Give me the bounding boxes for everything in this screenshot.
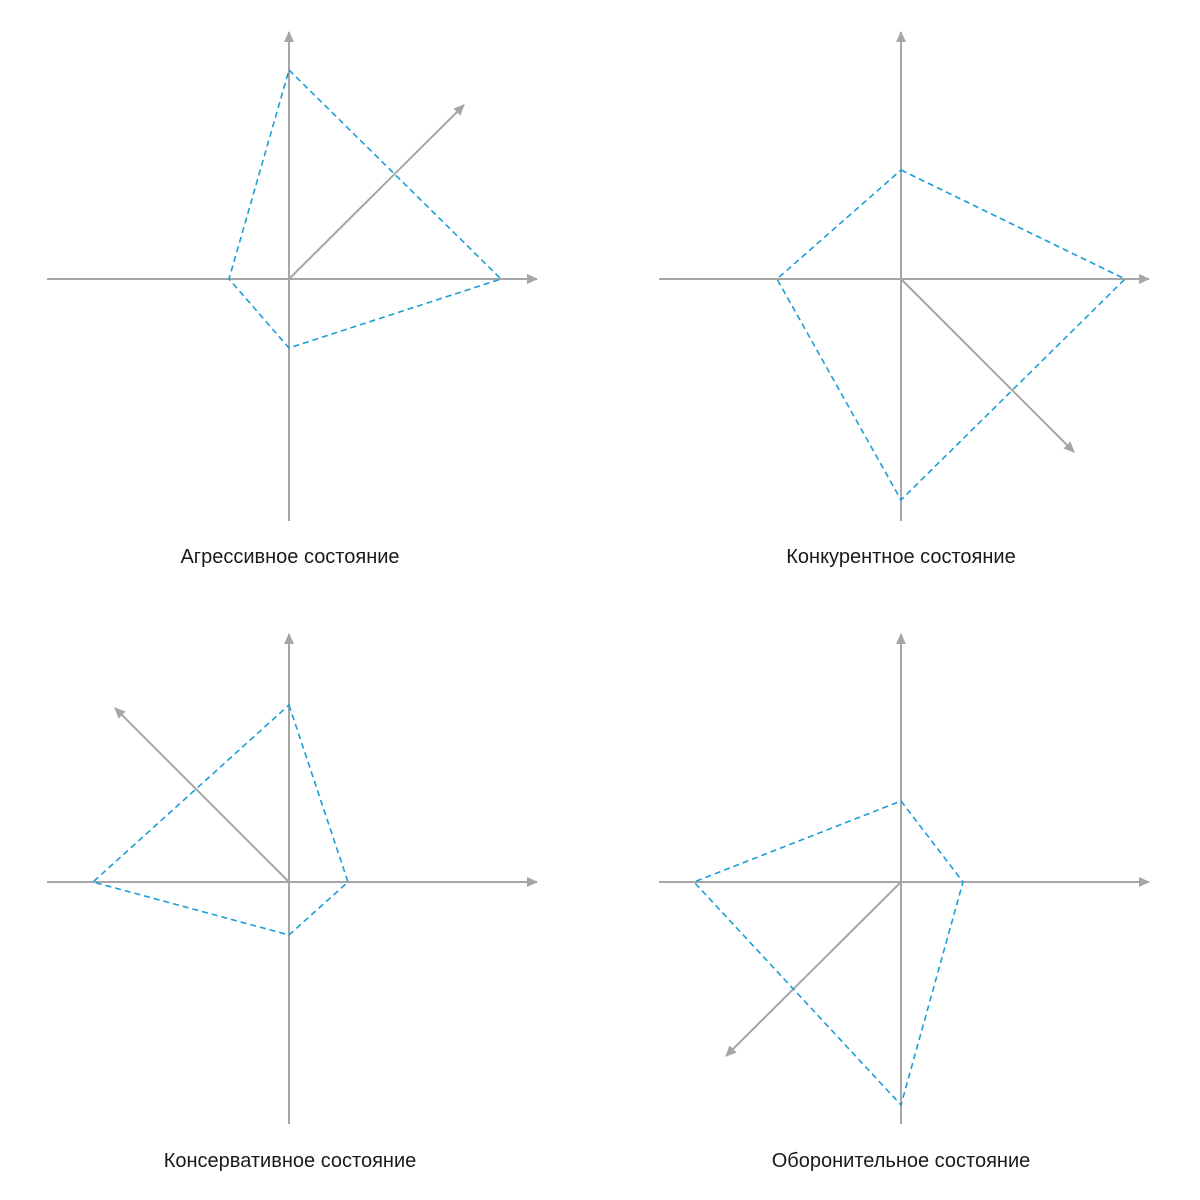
state-polygon — [91, 703, 349, 936]
state-polygon — [775, 169, 1127, 502]
diagonal-axis — [288, 104, 465, 280]
panel-defensive: Оборонительное состояние — [659, 633, 1150, 1172]
panel-title: Конкурентное состояние — [786, 546, 1015, 568]
panel-competitive: Конкурентное состояние — [659, 31, 1150, 568]
diagonal-axis — [725, 881, 902, 1057]
panel-conservative: Консервативное состояние — [47, 633, 538, 1172]
panel-title: Оборонительное состояние — [772, 1150, 1031, 1172]
panel-title: Агрессивное состояние — [180, 546, 399, 568]
diagonal-axis — [900, 278, 1075, 453]
state-polygon — [692, 800, 964, 1107]
panel-title: Консервативное состояние — [164, 1150, 417, 1172]
panel-aggressive: Агрессивное состояние — [47, 31, 538, 568]
diagonal-axis — [114, 707, 290, 883]
state-polygon — [228, 68, 503, 349]
